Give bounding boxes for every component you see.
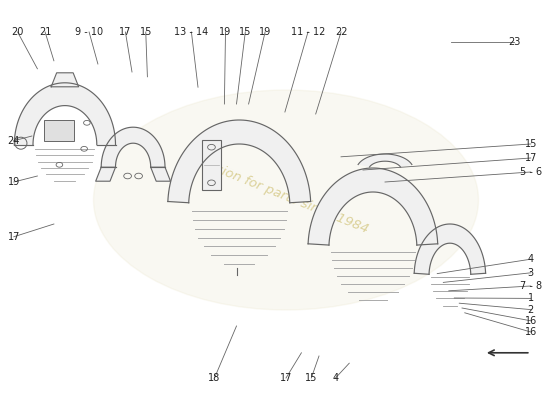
- Text: 1: 1: [527, 294, 534, 303]
- Text: 17: 17: [525, 153, 537, 163]
- Text: 19: 19: [259, 27, 271, 37]
- Text: a passion for parts since 1984: a passion for parts since 1984: [180, 148, 370, 236]
- Bar: [202, 140, 221, 190]
- Bar: [44, 120, 74, 141]
- Polygon shape: [168, 120, 311, 203]
- Text: 17: 17: [119, 27, 131, 37]
- Text: 15: 15: [305, 373, 317, 383]
- Text: 15: 15: [239, 27, 251, 37]
- Polygon shape: [101, 127, 165, 167]
- Text: 15: 15: [140, 27, 152, 37]
- Text: 4: 4: [332, 373, 339, 383]
- Polygon shape: [51, 73, 79, 87]
- Text: 23: 23: [508, 37, 520, 47]
- Text: 24: 24: [8, 136, 20, 146]
- Text: 19: 19: [219, 27, 232, 37]
- Polygon shape: [414, 224, 486, 274]
- Text: 16: 16: [525, 327, 537, 337]
- Text: 4: 4: [527, 254, 534, 264]
- Text: 17: 17: [280, 373, 292, 383]
- Text: 22: 22: [335, 27, 347, 37]
- Text: 19: 19: [8, 177, 20, 187]
- Text: 2: 2: [527, 305, 534, 314]
- Polygon shape: [151, 167, 170, 181]
- Text: 16: 16: [525, 316, 537, 326]
- Polygon shape: [96, 167, 115, 181]
- Polygon shape: [308, 168, 438, 245]
- Text: 15: 15: [525, 139, 537, 149]
- Ellipse shape: [94, 90, 478, 310]
- Text: 3: 3: [527, 268, 534, 278]
- Polygon shape: [14, 83, 116, 145]
- Text: 20: 20: [12, 27, 24, 37]
- Text: 18: 18: [208, 373, 221, 383]
- Text: 21: 21: [39, 27, 51, 37]
- Text: 5 - 6: 5 - 6: [520, 167, 542, 177]
- Text: 9 - 10: 9 - 10: [75, 27, 103, 37]
- Text: 17: 17: [8, 232, 20, 242]
- Text: 11 - 12: 11 - 12: [291, 27, 325, 37]
- Text: 7 - 8: 7 - 8: [520, 281, 542, 291]
- Text: 13 - 14: 13 - 14: [174, 27, 208, 37]
- Polygon shape: [358, 154, 412, 167]
